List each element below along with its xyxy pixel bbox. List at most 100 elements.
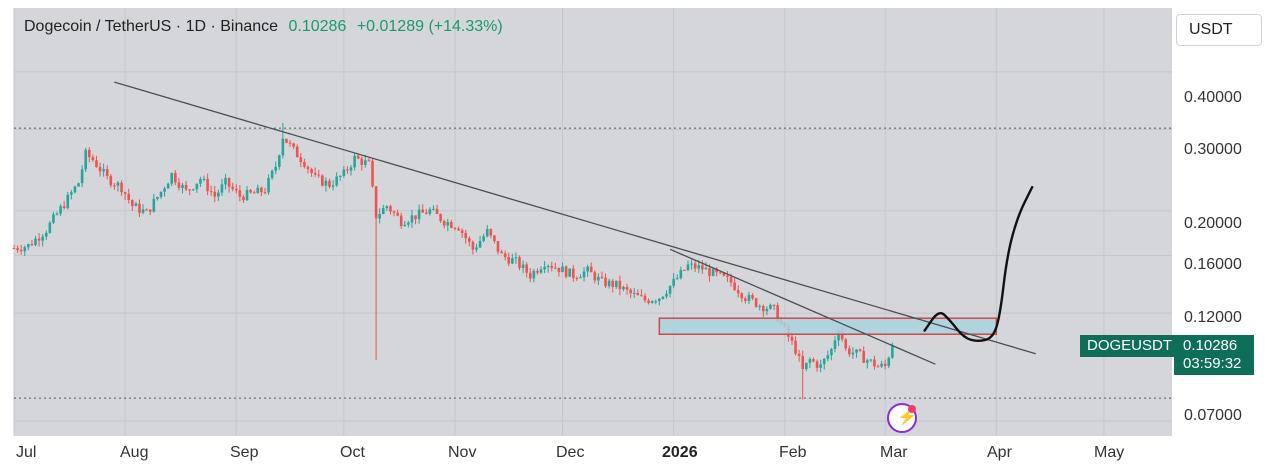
candle-body: [55, 213, 59, 215]
candle-body: [346, 169, 349, 171]
candle-body: [177, 182, 181, 188]
candle-body: [159, 191, 163, 197]
candle-body: [439, 214, 442, 222]
candle-body: [403, 224, 407, 227]
candle-body: [733, 282, 736, 291]
candle-body: [776, 305, 779, 322]
x-tick-label: Feb: [779, 444, 807, 461]
candle-body: [536, 270, 539, 273]
candle-body: [636, 293, 640, 296]
candle-body: [546, 266, 550, 268]
quote-currency-button[interactable]: USDT: [1176, 14, 1262, 46]
candle-body: [532, 270, 536, 279]
candle-body: [848, 348, 851, 355]
candle-body: [790, 336, 794, 341]
candle-body: [629, 289, 632, 294]
candle-body: [485, 229, 489, 237]
candle-body: [740, 293, 744, 299]
x-tick-label: Oct: [340, 444, 365, 461]
candle-body: [41, 236, 44, 241]
candle-body: [758, 305, 762, 307]
candle-body: [213, 191, 217, 197]
candle-body: [715, 268, 718, 273]
x-tick-label: Mar: [880, 444, 908, 461]
x-tick-label: Aug: [120, 444, 149, 461]
candle-body: [554, 267, 557, 269]
candle-body: [597, 276, 600, 281]
candle-body: [844, 339, 848, 349]
candle-body: [399, 215, 403, 227]
candle-body: [59, 206, 62, 214]
candle-body: [514, 257, 518, 259]
candle-body: [138, 203, 141, 213]
candle-body: [521, 264, 525, 268]
projection-path: [923, 185, 1034, 343]
candle-body: [52, 214, 55, 223]
candle-body: [794, 340, 797, 354]
candle-body: [206, 178, 209, 192]
candle-body: [48, 222, 52, 233]
candle-body: [582, 271, 586, 278]
candle-body: [374, 186, 378, 219]
candle-body: [747, 295, 751, 301]
candle-body: [73, 186, 77, 193]
candle-body: [586, 266, 589, 272]
last-price-value: 0.10286: [1183, 337, 1238, 354]
candle-body: [19, 250, 23, 252]
candle-body: [338, 175, 342, 177]
candle-body: [141, 209, 145, 213]
candle-body: [625, 286, 629, 290]
candle-body: [819, 364, 822, 368]
x-tick-label: Dec: [556, 444, 585, 461]
candle-body: [131, 200, 134, 207]
chart-plot-area[interactable]: [14, 8, 1172, 436]
candle-body: [471, 241, 475, 250]
y-tick-label: 0.20000: [1184, 215, 1242, 232]
candle-body: [693, 263, 697, 269]
candle-body: [615, 280, 618, 287]
candle-body: [708, 268, 711, 276]
candle-body: [306, 166, 310, 170]
candle-body: [528, 272, 532, 279]
candle-body: [697, 265, 701, 269]
candle-body: [561, 266, 564, 273]
candle-body: [460, 230, 464, 233]
candle-body: [729, 277, 733, 283]
symbol-title: Dogecoin / TetherUS · 1D · Binance: [24, 18, 279, 35]
candle-body: [564, 266, 568, 277]
candle-body: [224, 177, 227, 185]
candle-body: [575, 277, 579, 279]
candle-body: [858, 349, 862, 352]
candle-body: [281, 138, 285, 156]
candle-body: [876, 366, 880, 368]
candle-body: [640, 295, 643, 297]
candle-body: [27, 244, 30, 248]
candle-body: [435, 208, 439, 215]
candle-body: [188, 189, 191, 191]
candle-body: [134, 203, 138, 207]
candle-body: [335, 176, 338, 186]
candle-body: [769, 304, 772, 309]
candle-body: [285, 138, 288, 143]
candle-body: [174, 172, 177, 183]
candle-body: [453, 227, 457, 229]
x-tick-label: May: [1094, 444, 1125, 461]
candle-body: [805, 362, 808, 370]
candle-body: [543, 266, 546, 270]
candle-body: [410, 215, 414, 223]
candle-body: [632, 293, 636, 295]
candle-body: [589, 266, 593, 273]
candle-body: [356, 155, 360, 159]
candle-body: [396, 212, 399, 216]
candle-body: [227, 177, 231, 187]
candle-body: [113, 185, 116, 187]
candle-body: [808, 359, 812, 363]
candle-body: [525, 264, 528, 273]
candle-body: [450, 222, 453, 228]
candle-body: [37, 238, 41, 241]
candle-body: [313, 173, 317, 175]
candle-body: [761, 305, 765, 312]
candle-body: [883, 363, 887, 366]
candle-body: [690, 263, 693, 265]
